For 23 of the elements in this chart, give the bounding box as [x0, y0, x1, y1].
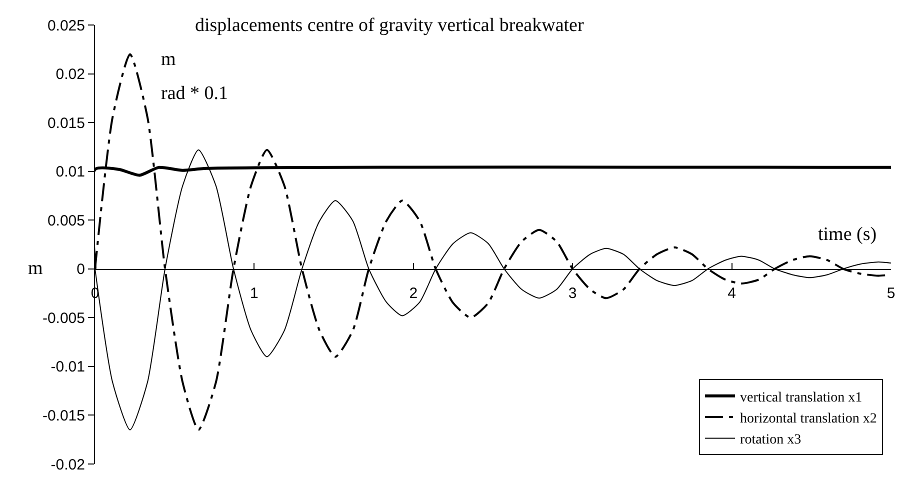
y-tick-label: 0.005 [47, 212, 85, 230]
x-tick-label: 5 [886, 284, 896, 302]
y-tick-label: -0.02 [50, 456, 85, 474]
chart-title: displacements centre of gravity vertical breakwater [195, 15, 584, 36]
y-tick-label: 0.015 [47, 114, 85, 132]
x-axis-title: time (s) [818, 224, 877, 245]
annotation: m [161, 49, 176, 70]
y-tick-label: -0.01 [50, 358, 85, 376]
annotation: rad * 0.1 [161, 83, 228, 104]
legend-label: vertical translation x1 [740, 390, 862, 406]
y-tick-label: 0 [76, 261, 85, 278]
legend-label: horizontal translation x2 [740, 411, 877, 426]
y-tick-label: 0.025 [47, 17, 85, 34]
x-tick-label: 2 [409, 284, 418, 302]
y-axis-title: m [28, 258, 43, 279]
x-tick-label: 4 [728, 284, 736, 302]
x-tick-label: 1 [250, 284, 258, 302]
y-tick-label: -0.005 [42, 310, 85, 327]
y-tick-label: 0.02 [56, 66, 85, 84]
y-tick-label: 0.01 [56, 164, 85, 181]
x-tick-label: 3 [568, 284, 577, 302]
legend-label: rotation x3 [740, 432, 802, 448]
y-tick-label: -0.015 [42, 407, 85, 424]
